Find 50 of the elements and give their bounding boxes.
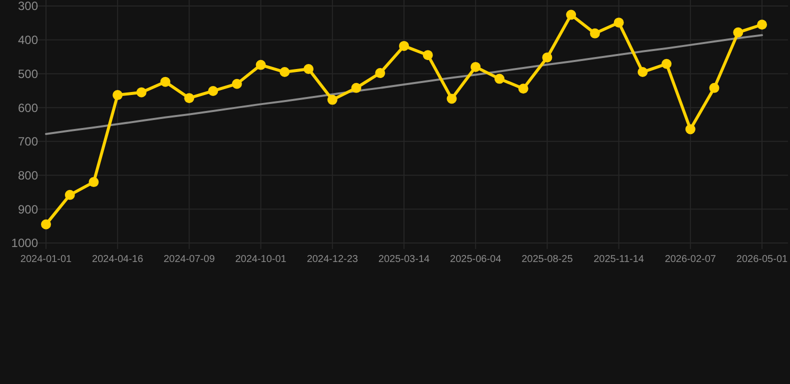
point bbox=[88, 177, 99, 188]
point bbox=[399, 40, 409, 51]
point bbox=[470, 62, 481, 72]
point bbox=[757, 20, 767, 30]
point bbox=[494, 74, 504, 84]
point bbox=[518, 84, 528, 94]
point bbox=[41, 219, 51, 230]
x-tick-label: 2024-04-16 bbox=[92, 254, 144, 265]
point bbox=[184, 93, 194, 104]
y-tick-label: 700 bbox=[18, 134, 38, 149]
point bbox=[638, 67, 648, 78]
point bbox=[208, 86, 218, 96]
point bbox=[375, 68, 386, 78]
point bbox=[136, 87, 146, 98]
y-tick-label: 600 bbox=[18, 100, 38, 115]
x-tick-label: 2025-11-14 bbox=[594, 254, 644, 265]
point bbox=[662, 58, 672, 69]
point bbox=[304, 64, 314, 74]
point bbox=[112, 90, 123, 100]
point bbox=[733, 27, 744, 38]
x-tick-label: 2026-05-01 bbox=[736, 254, 788, 265]
point bbox=[351, 82, 362, 93]
point bbox=[64, 190, 75, 200]
x-tick-label: 2024-07-09 bbox=[164, 254, 216, 265]
x-tick-label: 2025-08-25 bbox=[522, 254, 574, 265]
point bbox=[446, 94, 457, 104]
x-tick-label: 2024-12-23 bbox=[306, 254, 358, 265]
point bbox=[232, 78, 242, 89]
y-tick-label: 300 bbox=[18, 0, 38, 14]
x-tick-label: 2024-10-01 bbox=[235, 254, 287, 265]
point bbox=[614, 18, 624, 28]
point bbox=[160, 76, 170, 87]
point bbox=[709, 82, 720, 93]
y-tick-label: 500 bbox=[18, 66, 38, 81]
x-tick-label: 2025-03-14 bbox=[378, 254, 430, 265]
point bbox=[256, 60, 266, 70]
point bbox=[280, 67, 290, 78]
point bbox=[327, 94, 338, 105]
y-tick-label: 900 bbox=[18, 202, 38, 216]
point bbox=[566, 10, 576, 20]
point bbox=[422, 50, 433, 60]
y-tick-label: 800 bbox=[18, 168, 38, 182]
point bbox=[590, 28, 600, 38]
y-tick-label: 1000 bbox=[11, 236, 38, 250]
y-tick-label: 400 bbox=[18, 33, 38, 48]
x-tick-label: 2025-06-04 bbox=[450, 254, 502, 265]
x-tick-label: 2026-02-07 bbox=[664, 254, 716, 265]
point bbox=[542, 52, 552, 62]
point bbox=[685, 124, 696, 134]
x-tick-label: 2024-01-01 bbox=[20, 254, 72, 265]
